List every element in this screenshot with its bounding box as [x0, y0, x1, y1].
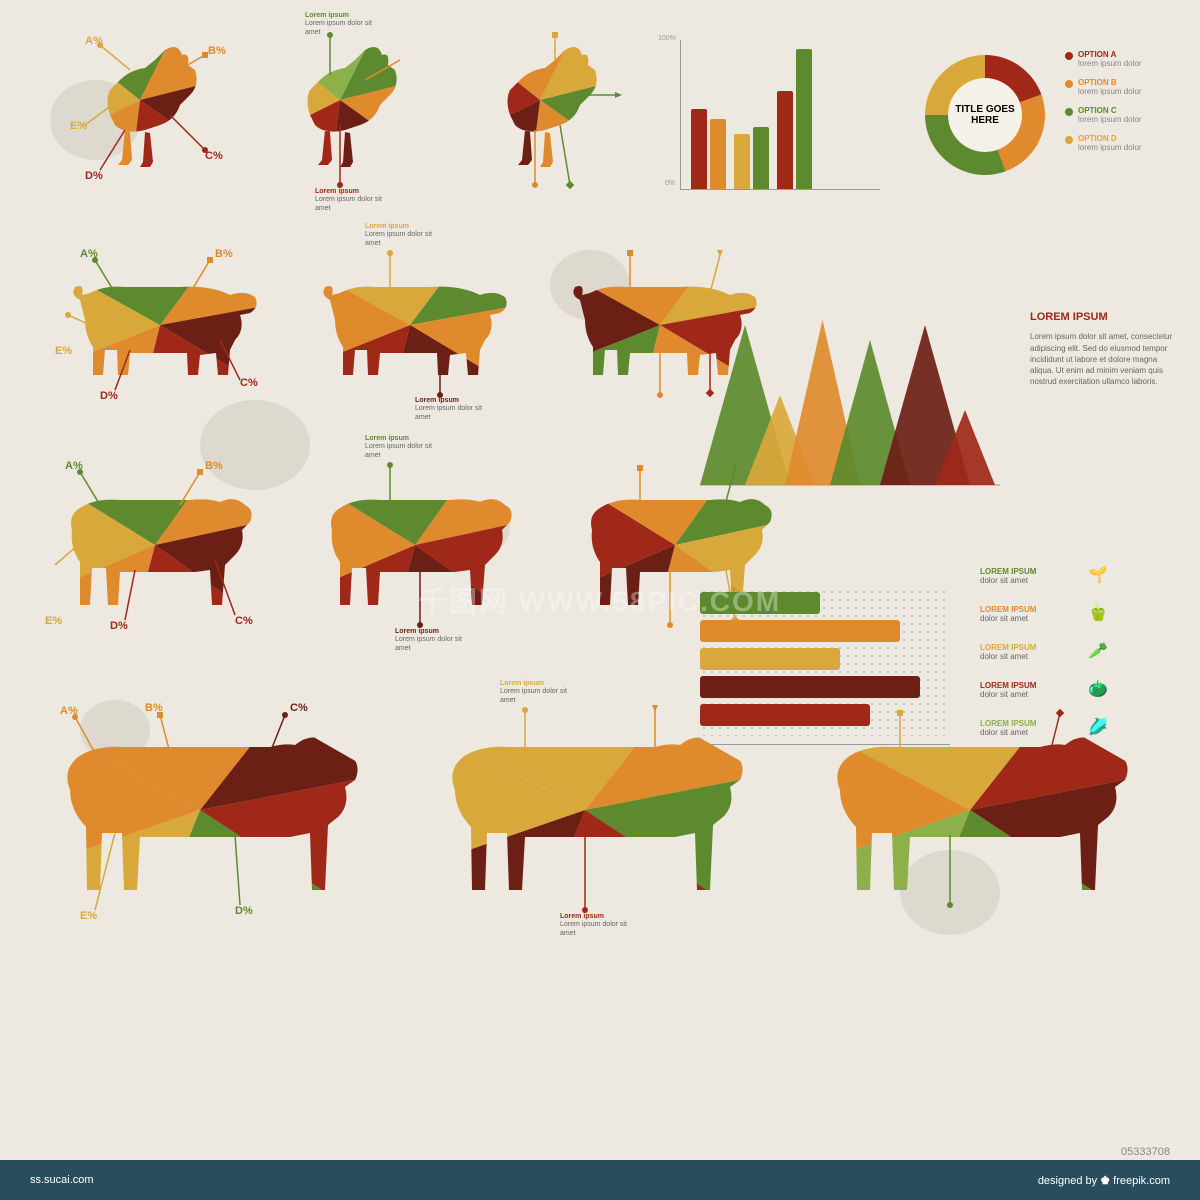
legend-item: OPTION Blorem ipsum dolor [1065, 78, 1175, 96]
hbar [700, 592, 820, 614]
label-d: D% [110, 620, 128, 632]
cow-3 [810, 705, 1140, 940]
label-e: E% [80, 910, 97, 922]
hbar [700, 676, 920, 698]
legend-item: OPTION Dlorem ipsum dolor [1065, 134, 1175, 152]
caption: Lorem ipsum Lorem ipsum dolor sit amet [315, 188, 395, 213]
label-b: B% [205, 460, 223, 472]
donut-title: TITLE GOES HERE [948, 78, 1022, 152]
caption: Lorem ipsum Lorem ipsum dolor sit amet [305, 12, 385, 37]
pig-svg-2 [310, 245, 520, 405]
axis-min: 0% [665, 180, 675, 187]
caption: Lorem ipsum Lorem ipsum dolor sit amet [415, 397, 495, 422]
chicken-svg-3 [470, 30, 630, 200]
pig-1: A% B% C% D% E% [60, 245, 270, 410]
bar-pair [691, 109, 726, 189]
label-c: C% [290, 702, 308, 714]
caption: Lorem ipsum Lorem ipsum dolor sit amet [365, 435, 445, 460]
label-a: A% [60, 705, 78, 717]
cow-svg-2 [425, 705, 755, 935]
donut-legend: OPTION Alorem ipsum dolor OPTION Blorem i… [1065, 50, 1175, 180]
donut-chart: TITLE GOES HERE [920, 50, 1050, 180]
footer-credit: designed by ♚ freepik.com [1038, 1174, 1170, 1187]
chicken-3 [470, 30, 630, 205]
sheep-2: Lorem ipsum Lorem ipsum dolor sit amet L… [310, 460, 530, 645]
label-a: A% [65, 460, 83, 472]
label-e: E% [45, 615, 62, 627]
sheep-svg [50, 460, 270, 640]
caption: Lorem ipsum Lorem ipsum dolor sit amet [500, 680, 580, 705]
produce-icon: 🥕 [1088, 641, 1110, 663]
cow-2: Lorem ipsum Lorem ipsum dolor sit amet L… [425, 705, 755, 940]
label-b: B% [215, 248, 233, 260]
produce-icon: 🍅 [1088, 679, 1110, 701]
label-a: A% [85, 35, 103, 47]
pig-svg [60, 245, 270, 405]
hbar-legend-item: LOREM IPSUMdolor sit amet🍅 [980, 679, 1180, 701]
chicken-1: A% B% C% D% E% [70, 30, 230, 205]
label-e: E% [70, 120, 87, 132]
label-c: C% [205, 150, 223, 162]
cow-svg [40, 705, 370, 935]
caption: Lorem ipsum Lorem ipsum dolor sit amet [395, 628, 475, 653]
hbar [700, 620, 900, 642]
sheep-1: A% B% C% D% E% [50, 460, 270, 645]
chicken-svg-2 [270, 30, 430, 200]
bar-chart: 100% 0% [680, 40, 880, 220]
label-a: A% [80, 248, 98, 260]
cow-row: A% B% C% D% E% Lorem ipsu [40, 705, 1170, 940]
label-c: C% [235, 615, 253, 627]
bar-pair [734, 127, 769, 189]
pig-2: Lorem ipsum Lorem ipsum dolor sit amet L… [310, 245, 520, 410]
axis-max: 100% [658, 35, 676, 42]
hbar-legend-item: LOREM IPSUMdolor sit amet🥕 [980, 641, 1180, 663]
caption: Lorem ipsum Lorem ipsum dolor sit amet [560, 913, 640, 938]
caption: Lorem ipsum Lorem ipsum dolor sit amet [365, 223, 445, 248]
label-d: D% [85, 170, 103, 182]
label-b: B% [208, 45, 226, 57]
legend-item: OPTION Clorem ipsum dolor [1065, 106, 1175, 124]
bar-pair [777, 49, 812, 189]
footer-left: ss.sucai.com [30, 1174, 94, 1186]
cow-1: A% B% C% D% E% [40, 705, 370, 940]
hbar-legend-item: LOREM IPSUMdolor sit amet🫑 [980, 603, 1180, 625]
hbar [700, 648, 840, 670]
donut-section: TITLE GOES HERE OPTION Alorem ipsum dolo… [920, 50, 1180, 180]
label-e: E% [55, 345, 72, 357]
sheep-svg-2 [310, 460, 530, 640]
cow-svg-3 [810, 705, 1140, 935]
chicken-2: Lorem ipsum Lorem ipsum dolor sit amet L… [270, 30, 430, 205]
label-d: D% [100, 390, 118, 402]
produce-icon: 🫑 [1088, 603, 1110, 625]
pig-row: A% B% C% D% E% Lorem ipsum [60, 245, 1170, 410]
legend-item: OPTION Alorem ipsum dolor [1065, 50, 1175, 68]
label-c: C% [240, 377, 258, 389]
produce-icon: 🌱 [1088, 565, 1110, 587]
infographic-container: A% B% C% D% E% [0, 0, 1200, 1200]
label-b: B% [145, 702, 163, 714]
footer: ss.sucai.com designed by ♚ freepik.com [0, 1160, 1200, 1200]
hbar-legend-item: LOREM IPSUMdolor sit amet🌱 [980, 565, 1180, 587]
image-id: 05333708 [1121, 1146, 1170, 1158]
label-d: D% [235, 905, 253, 917]
area-text: LOREM IPSUM Lorem ipsum dolor sit amet, … [1030, 310, 1180, 387]
